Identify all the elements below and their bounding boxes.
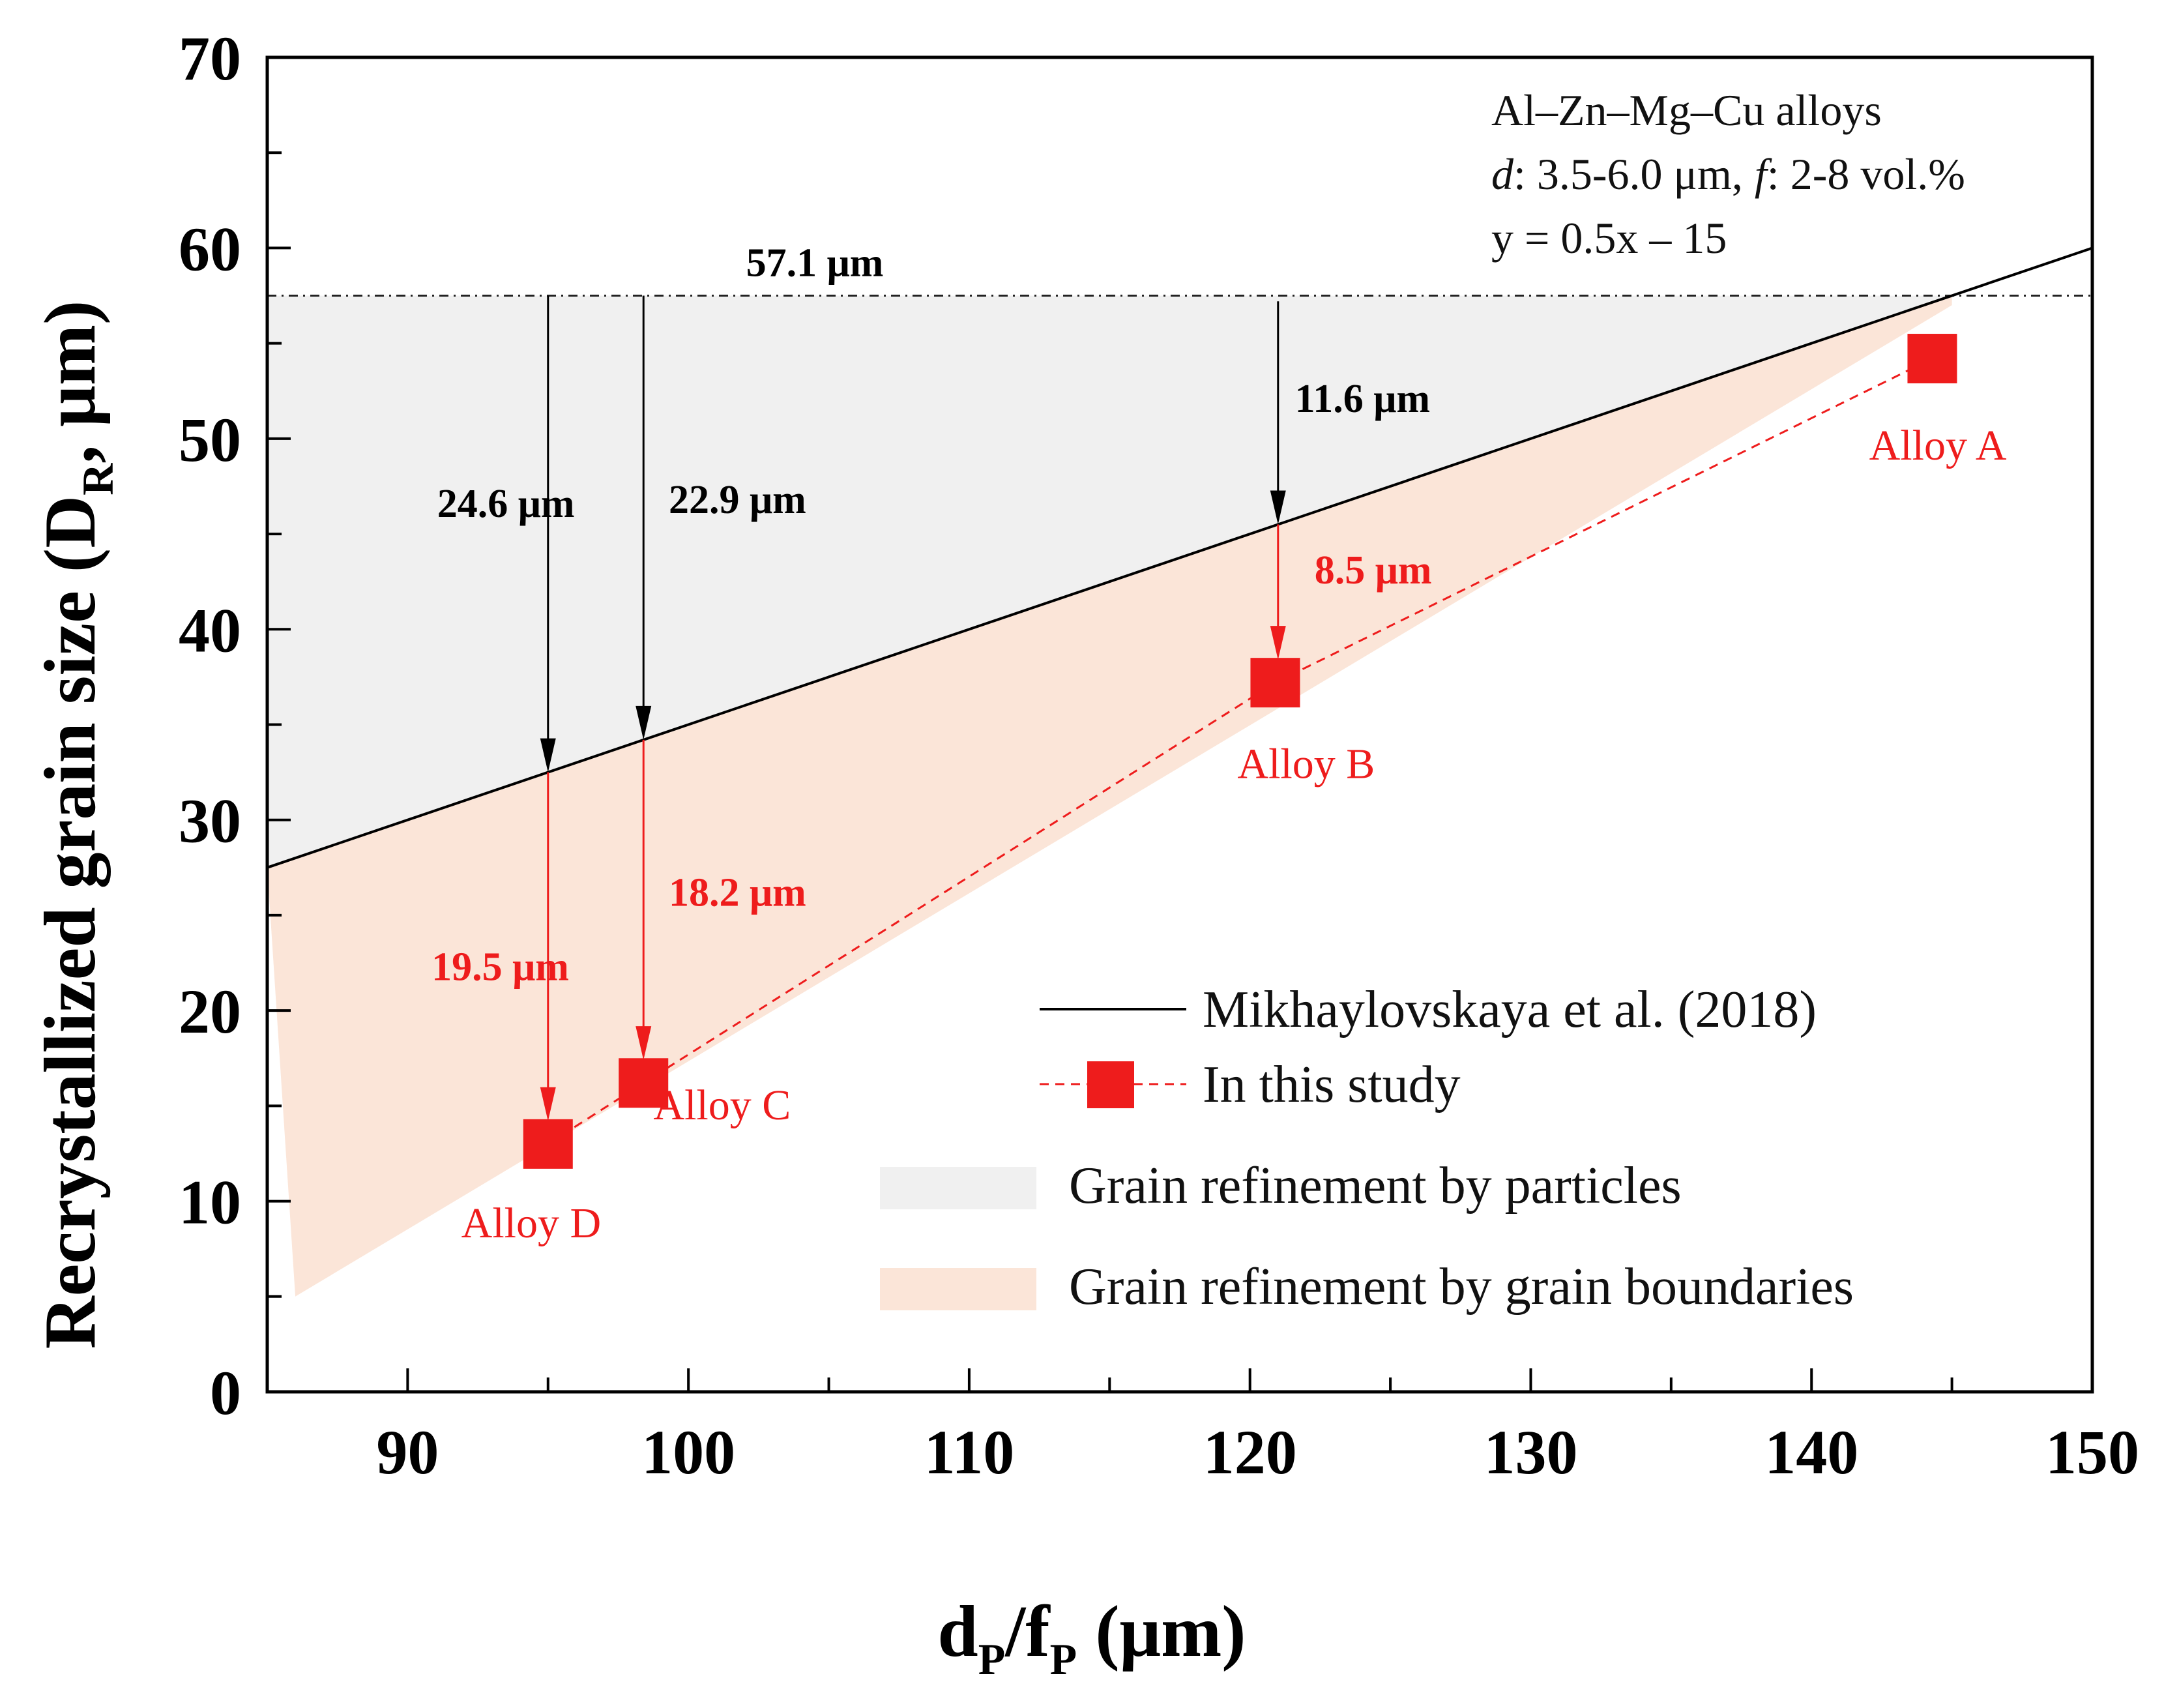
- x-title-unit: (μm): [1077, 1591, 1246, 1672]
- info-line-alloys: Al–Zn–Mg–Cu alloys: [1491, 85, 1882, 135]
- arrow-head-5: [1270, 626, 1286, 660]
- arrows-layer: [540, 295, 1286, 1121]
- alloy-label-alloy-a: Alloy A: [1869, 422, 2007, 469]
- y-tick-label: 10: [179, 1168, 241, 1237]
- x-title-main: d: [937, 1591, 978, 1672]
- x-tick-label: 150: [2045, 1417, 2139, 1487]
- x-axis-title: dP/fP (μm): [937, 1591, 1246, 1684]
- y-title-main: Recrystallized grain size (D: [30, 495, 111, 1349]
- alloy-label-alloy-c: Alloy C: [653, 1082, 791, 1129]
- series-mikhaylovskaya-line: [267, 246, 2093, 869]
- y-tick-label: 0: [210, 1358, 241, 1428]
- y-title-unit: , μm): [30, 301, 111, 464]
- series-this-study-line: [547, 357, 1933, 1145]
- ticks-layer: [266, 56, 2094, 1393]
- legend-marker-square: [1087, 1061, 1134, 1108]
- data-point-alloy-c: [619, 1058, 669, 1108]
- arrow-label-4: 18.2 μm: [669, 870, 806, 915]
- region-grain-boundaries: [267, 295, 1952, 1297]
- legend-label-particles: Grain refinement by particles: [1069, 1157, 1682, 1215]
- regions-layer: [267, 295, 1952, 1297]
- info-f-range: : 2-8 vol.%: [1767, 149, 1965, 199]
- labels-layer: 57.1 μm 24.6 μm 22.9 μm 11.6 μm 19.5 μm 18.2 …: [179, 23, 2139, 1487]
- legend-label-this-study: In this study: [1203, 1056, 1461, 1113]
- y-tick-label: 60: [179, 214, 241, 284]
- legend-swatch-grain-boundaries: [880, 1268, 1036, 1310]
- legend: Mikhaylovskaya et al. (2018) In this stu…: [880, 981, 1854, 1316]
- arrow-label-0: 24.6 μm: [437, 482, 575, 526]
- arrow-head-1: [636, 705, 652, 740]
- arrow-label-3: 19.5 μm: [431, 945, 569, 989]
- arrow-head-0: [540, 738, 556, 773]
- legend-swatch-particles: [880, 1167, 1036, 1209]
- info-line-size: d: 3.5-6.0 μm, f: 2-8 vol.%: [1491, 149, 1965, 199]
- arrow-head-4: [636, 1026, 652, 1061]
- y-tick-label: 70: [179, 23, 241, 93]
- data-point-alloy-b: [1250, 658, 1300, 708]
- arrow-label-1: 22.9 μm: [669, 478, 806, 522]
- data-point-alloy-d: [523, 1119, 573, 1169]
- x-tick-label: 110: [924, 1417, 1015, 1487]
- y-title-sub: R: [73, 463, 123, 495]
- points-layer: [523, 334, 1957, 1169]
- alloy-label-alloy-d: Alloy D: [461, 1200, 602, 1247]
- info-d: d: [1491, 149, 1514, 199]
- y-tick-label: 20: [179, 977, 241, 1046]
- x-tick-label: 120: [1203, 1417, 1297, 1487]
- y-axis-title: Recrystallized grain size (DR, μm): [30, 301, 123, 1349]
- x-tick-label: 130: [1484, 1417, 1577, 1487]
- y-tick-label: 30: [179, 786, 241, 856]
- info-d-range: : 3.5-6.0 μm,: [1513, 149, 1743, 199]
- legend-label-mikhaylovskaya: Mikhaylovskaya et al. (2018): [1203, 981, 1817, 1038]
- reference-label: 57.1 μm: [746, 241, 884, 286]
- info-line-equation: y = 0.5x – 15: [1491, 213, 1727, 263]
- arrow-label-2: 11.6 μm: [1295, 377, 1430, 421]
- x-tick-label: 90: [376, 1417, 439, 1487]
- x-title-sub2: P: [1050, 1634, 1077, 1684]
- arrow-head-3: [540, 1087, 556, 1121]
- x-tick-label: 140: [1764, 1417, 1858, 1487]
- y-tick-label: 40: [179, 595, 241, 665]
- arrow-label-5: 8.5 μm: [1315, 548, 1432, 593]
- lines-layer: [267, 246, 2093, 1145]
- x-title-mid: /f: [1004, 1591, 1051, 1672]
- y-tick-label: 50: [179, 405, 241, 475]
- arrow-head-2: [1270, 490, 1286, 525]
- x-tick-label: 100: [641, 1417, 735, 1487]
- x-title-sub1: P: [978, 1634, 1006, 1684]
- alloy-label-alloy-b: Alloy B: [1237, 740, 1375, 788]
- data-point-alloy-a: [1907, 334, 1957, 384]
- info-box: Al–Zn–Mg–Cu alloys d: 3.5-6.0 μm, f: 2-8 …: [1491, 85, 1965, 263]
- legend-label-grain-boundaries: Grain refinement by grain boundaries: [1069, 1258, 1854, 1316]
